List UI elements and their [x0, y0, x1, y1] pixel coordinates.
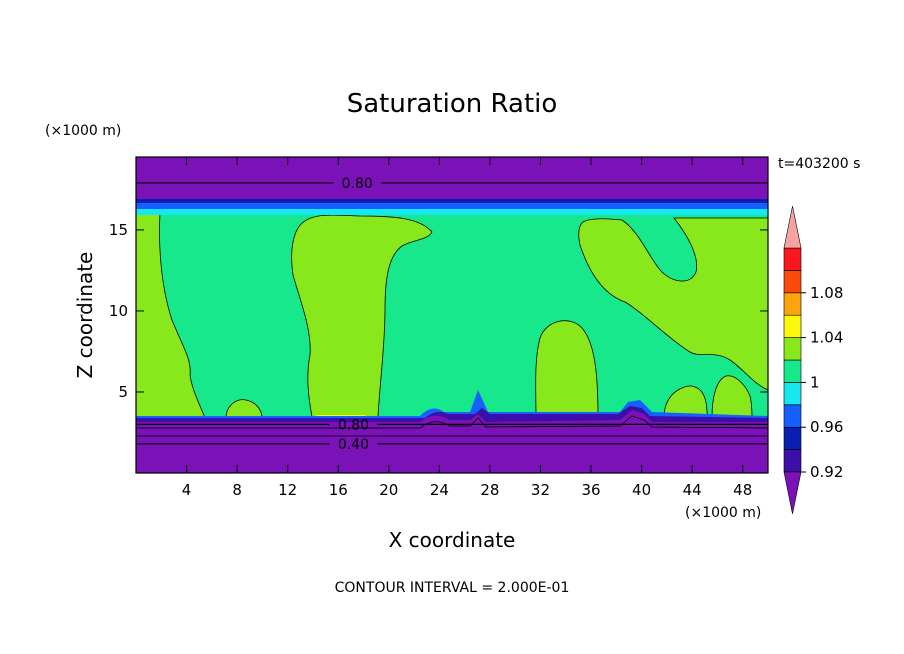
band-blue-upper — [136, 202, 768, 209]
colorbar-tick-label: 0.96 — [810, 418, 843, 436]
x-axis-ticks: 4 8 12 16 20 24 28 32 36 40 44 48 — [182, 157, 752, 499]
cloud-column-small-c — [711, 375, 753, 418]
cloud-column-small-b — [663, 385, 709, 418]
contour-label: 0.40 — [338, 437, 369, 453]
colorbar-band — [783, 247, 802, 271]
colorbar-band — [783, 359, 802, 383]
y-tick-label: 5 — [118, 383, 128, 401]
y-tick-label: 10 — [109, 302, 128, 320]
region-boundary-layer — [136, 422, 768, 473]
chart-title: Saturation Ratio — [347, 89, 558, 119]
colorbar: 0.92 0.96 1 1.04 1.08 — [783, 205, 843, 515]
x-axis-label: X coordinate — [389, 528, 516, 552]
x-tick-label: 20 — [379, 481, 398, 499]
colorbar-under-triangle — [783, 471, 802, 515]
time-label: t=403200 s — [778, 156, 860, 172]
x-tick-label: 36 — [581, 481, 600, 499]
colorbar-band — [783, 314, 802, 338]
cloud-column-left — [136, 212, 206, 419]
x-tick-label: 16 — [329, 481, 348, 499]
colorbar-band — [783, 382, 802, 406]
cloud-column-tall — [291, 214, 433, 418]
colorbar-band — [783, 270, 802, 294]
x-tick-label: 48 — [733, 481, 752, 499]
cloud-column-right — [578, 217, 768, 391]
x-tick-label: 44 — [683, 481, 702, 499]
x-tick-label: 32 — [531, 481, 550, 499]
cloud-column-mid — [535, 320, 599, 418]
x-tick-label: 24 — [430, 481, 449, 499]
contour-lines: 0.80 0.80 0.40 — [136, 176, 768, 453]
contour-interval-footer: CONTOUR INTERVAL = 2.000E-01 — [335, 580, 570, 596]
colorbar-tick-label: 1.04 — [810, 329, 843, 347]
plot-frame — [135, 156, 769, 474]
contour-label: 0.80 — [342, 176, 373, 192]
colorbar-over-triangle — [783, 205, 802, 249]
y-axis-ticks: 5 10 15 — [109, 221, 768, 401]
colorbar-tick-label: 0.92 — [810, 463, 843, 481]
y-axis-label: Z coordinate — [73, 252, 97, 379]
cloud-column-small-a — [225, 399, 263, 419]
y-unit-label: (×1000 m) — [45, 123, 121, 139]
x-tick-label: 40 — [632, 481, 651, 499]
contour-line — [136, 415, 769, 429]
band-cyan-upper — [136, 208, 768, 215]
colorbar-band — [783, 292, 802, 316]
x-tick-label: 8 — [232, 481, 242, 499]
region-stratosphere — [136, 157, 768, 199]
x-tick-label: 12 — [278, 481, 297, 499]
band-darkblue-upper — [136, 198, 768, 203]
x-tick-label: 28 — [480, 481, 499, 499]
y-tick-label: 15 — [109, 221, 128, 239]
colorbar-tick-label: 1.08 — [810, 284, 843, 302]
contour-label: 0.80 — [338, 417, 369, 433]
colorbar-band — [783, 337, 802, 361]
colorbar-band — [783, 426, 802, 450]
boundary-layer-contours — [136, 415, 769, 437]
colorbar-band — [783, 404, 802, 428]
boundary-layer-top — [136, 410, 768, 430]
x-tick-label: 4 — [182, 481, 192, 499]
plot-area — [136, 157, 768, 473]
x-unit-label: (×1000 m) — [685, 505, 761, 521]
colorbar-band — [783, 449, 802, 473]
colorbar-tick-label: 1 — [810, 373, 820, 391]
